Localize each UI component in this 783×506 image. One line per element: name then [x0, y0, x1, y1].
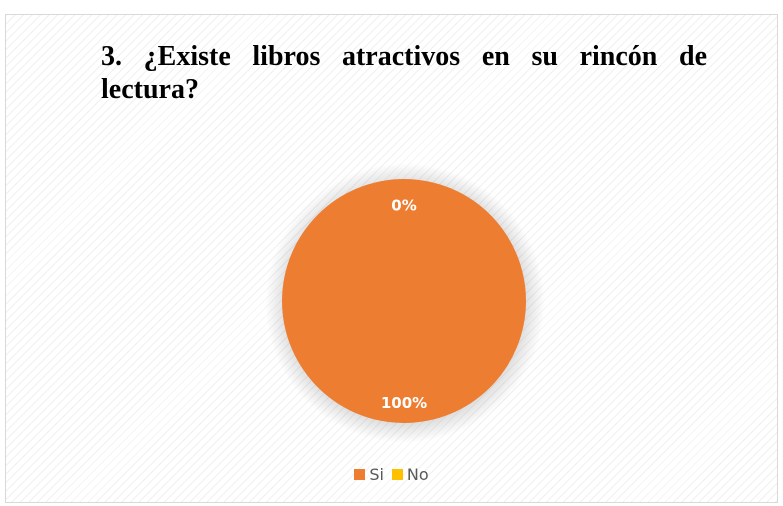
legend-item-si: Si [354, 465, 384, 484]
chart-title: 3. ¿Existe libros atractivos en su rincó… [101, 41, 707, 105]
legend-label-si: Si [369, 465, 384, 484]
data-label-si: 100% [381, 394, 427, 412]
legend-swatch-no [391, 469, 403, 480]
legend-swatch-si [354, 469, 366, 480]
legend-label-no: No [406, 465, 429, 484]
legend-item-no: No [391, 465, 429, 484]
chart-legend: Si No [0, 465, 783, 484]
data-label-no: 0% [391, 196, 416, 214]
pie-slice-si [282, 179, 526, 423]
